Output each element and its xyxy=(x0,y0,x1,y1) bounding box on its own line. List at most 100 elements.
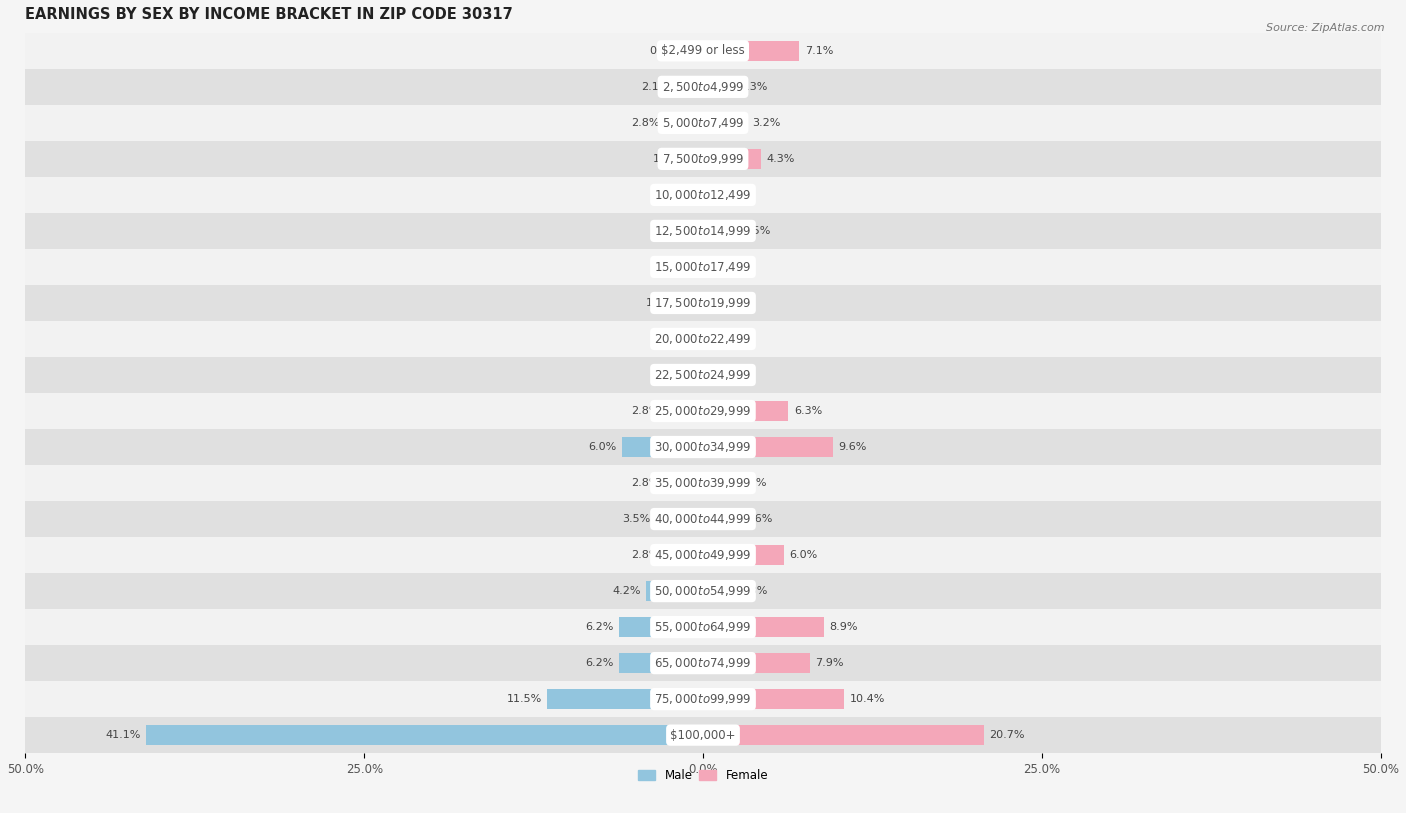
Bar xyxy=(703,185,710,205)
Text: 0.61%: 0.61% xyxy=(717,334,752,344)
Text: 8.9%: 8.9% xyxy=(830,622,858,632)
Text: EARNINGS BY SEX BY INCOME BRACKET IN ZIP CODE 30317: EARNINGS BY SEX BY INCOME BRACKET IN ZIP… xyxy=(25,7,513,22)
Bar xyxy=(703,257,711,277)
Bar xyxy=(703,473,733,493)
Text: $10,000 to $12,499: $10,000 to $12,499 xyxy=(654,188,752,202)
Bar xyxy=(25,321,1381,357)
Text: 6.2%: 6.2% xyxy=(585,658,613,668)
Text: $5,000 to $7,499: $5,000 to $7,499 xyxy=(662,116,744,130)
Bar xyxy=(695,257,703,277)
Text: 1.0%: 1.0% xyxy=(721,298,751,308)
Bar xyxy=(665,113,703,133)
Bar xyxy=(146,725,703,745)
Text: 4.3%: 4.3% xyxy=(766,154,794,164)
Text: 20.7%: 20.7% xyxy=(988,730,1025,740)
Text: 2.3%: 2.3% xyxy=(740,82,768,92)
Bar xyxy=(25,33,1381,69)
Bar xyxy=(25,717,1381,753)
Text: $17,500 to $19,999: $17,500 to $19,999 xyxy=(654,296,752,310)
Text: 3.5%: 3.5% xyxy=(621,514,650,524)
Bar xyxy=(647,581,703,601)
Bar xyxy=(703,509,738,529)
Text: 2.8%: 2.8% xyxy=(631,550,659,560)
Text: $22,500 to $24,999: $22,500 to $24,999 xyxy=(654,368,752,382)
Text: $75,000 to $99,999: $75,000 to $99,999 xyxy=(654,692,752,706)
Text: 6.2%: 6.2% xyxy=(585,622,613,632)
Bar xyxy=(703,77,734,97)
Text: 6.3%: 6.3% xyxy=(794,406,823,416)
Text: 10.4%: 10.4% xyxy=(849,694,884,704)
Text: 7.1%: 7.1% xyxy=(804,46,832,56)
Text: 2.8%: 2.8% xyxy=(631,478,659,488)
Bar xyxy=(25,681,1381,717)
Text: $45,000 to $49,999: $45,000 to $49,999 xyxy=(654,548,752,562)
Bar xyxy=(703,725,984,745)
Bar xyxy=(619,653,703,673)
Text: Source: ZipAtlas.com: Source: ZipAtlas.com xyxy=(1267,23,1385,33)
Text: 0.62%: 0.62% xyxy=(654,262,689,272)
Text: $35,000 to $39,999: $35,000 to $39,999 xyxy=(654,476,752,490)
Bar xyxy=(690,41,703,61)
Bar xyxy=(703,365,718,385)
Text: $20,000 to $22,499: $20,000 to $22,499 xyxy=(654,332,752,346)
Bar xyxy=(689,365,703,385)
Bar xyxy=(686,149,703,169)
Bar xyxy=(703,221,737,241)
Text: 2.5%: 2.5% xyxy=(742,226,770,236)
Bar xyxy=(703,149,761,169)
Bar xyxy=(25,69,1381,105)
Text: 0.9%: 0.9% xyxy=(657,226,685,236)
Bar xyxy=(703,293,717,313)
Bar xyxy=(703,546,785,565)
Bar xyxy=(692,185,703,205)
Bar xyxy=(619,617,703,637)
Bar xyxy=(703,581,734,601)
Bar xyxy=(703,617,824,637)
Text: $65,000 to $74,999: $65,000 to $74,999 xyxy=(654,656,752,670)
Text: $100,000+: $100,000+ xyxy=(671,728,735,741)
Bar xyxy=(25,105,1381,141)
Bar xyxy=(25,465,1381,501)
Text: 2.3%: 2.3% xyxy=(740,586,768,596)
Bar xyxy=(25,429,1381,465)
Text: $40,000 to $44,999: $40,000 to $44,999 xyxy=(654,512,752,526)
Bar xyxy=(681,293,703,313)
Text: 41.1%: 41.1% xyxy=(105,730,141,740)
Text: 4.2%: 4.2% xyxy=(612,586,641,596)
Bar xyxy=(690,221,703,241)
Bar xyxy=(703,41,799,61)
Bar xyxy=(25,285,1381,321)
Text: 1.0%: 1.0% xyxy=(655,370,685,380)
Text: 2.6%: 2.6% xyxy=(744,514,772,524)
Text: $2,500 to $4,999: $2,500 to $4,999 xyxy=(662,80,744,93)
Text: 2.8%: 2.8% xyxy=(631,406,659,416)
Bar xyxy=(25,501,1381,537)
Text: 0.82%: 0.82% xyxy=(651,190,686,200)
Bar xyxy=(703,689,844,709)
Bar xyxy=(703,653,810,673)
Bar xyxy=(665,546,703,565)
Text: 2.1%: 2.1% xyxy=(641,82,669,92)
Bar xyxy=(703,437,834,457)
Text: 2.8%: 2.8% xyxy=(631,118,659,128)
Bar xyxy=(703,401,789,421)
Text: $2,499 or less: $2,499 or less xyxy=(661,45,745,58)
Text: $12,500 to $14,999: $12,500 to $14,999 xyxy=(654,224,752,238)
Text: 7.9%: 7.9% xyxy=(815,658,844,668)
Text: 6.0%: 6.0% xyxy=(588,442,616,452)
Text: 0.97%: 0.97% xyxy=(650,46,685,56)
Text: 0.47%: 0.47% xyxy=(714,190,751,200)
Text: 0.71%: 0.71% xyxy=(652,334,688,344)
Bar xyxy=(25,609,1381,645)
Bar xyxy=(25,213,1381,249)
Bar xyxy=(25,141,1381,177)
Text: 6.0%: 6.0% xyxy=(790,550,818,560)
Bar xyxy=(25,177,1381,213)
Text: 9.6%: 9.6% xyxy=(838,442,868,452)
Bar xyxy=(675,77,703,97)
Text: $7,500 to $9,999: $7,500 to $9,999 xyxy=(662,152,744,166)
Text: $15,000 to $17,499: $15,000 to $17,499 xyxy=(654,260,752,274)
Bar xyxy=(693,329,703,349)
Bar xyxy=(25,537,1381,573)
Text: $25,000 to $29,999: $25,000 to $29,999 xyxy=(654,404,752,418)
